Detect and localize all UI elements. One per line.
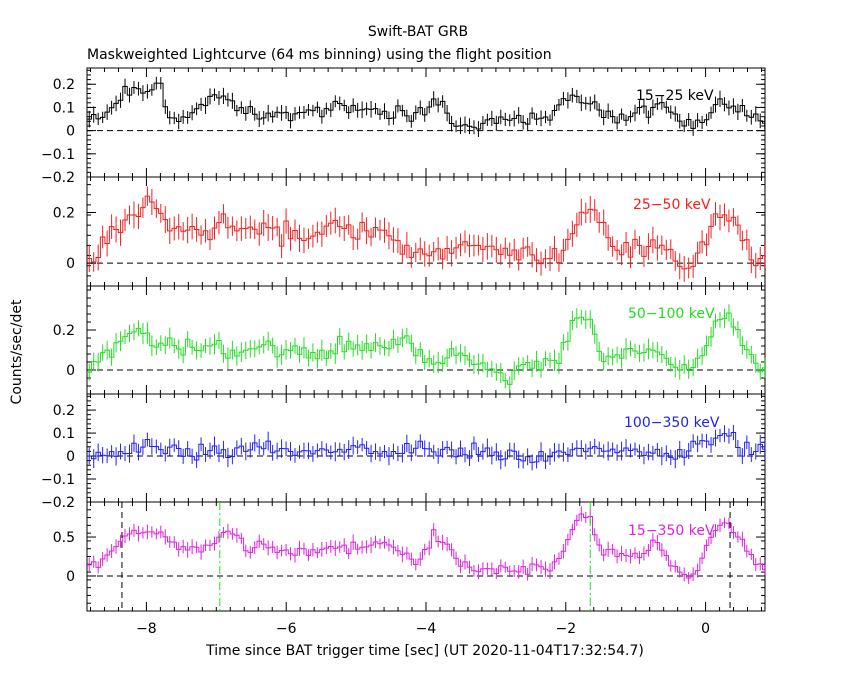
y-tick-label: 0.2 [53,77,75,93]
lightcurve-trace [87,195,765,270]
y-tick-label: 0 [66,124,75,140]
y-tick-label: 0.1 [53,426,75,442]
x-tick-label: −6 [276,621,297,637]
y-tick-label: 0 [66,449,75,465]
y-tick-label: 0 [66,363,75,379]
panel-3: 0.2 0 50−100 keV [53,285,766,395]
panel-2: 0.2 0 25−50 keV [53,176,766,287]
panel-frame [86,285,766,395]
y-tick-label: 0.5 [53,530,75,546]
y-tick-label: 0 [66,256,75,272]
y-tick-label: 0.2 [53,205,75,221]
panel-frame [86,67,766,178]
band-label: 50−100 keV [628,306,715,322]
x-tick-label: 0 [701,621,710,637]
panel-frame [86,176,766,287]
x-tick-label: −4 [416,621,437,637]
x-axis-label: Time since BAT trigger time [sec] (UT 20… [205,643,644,659]
y-tick-label: 0.2 [53,323,75,339]
x-tick-label: −2 [555,621,576,637]
error-bars [88,424,766,471]
band-label: 100−350 keV [624,415,720,431]
y-tick-label: −0.2 [41,170,75,186]
y-tick-label: 0.2 [53,403,75,419]
panel-5: 0.5 0 15−350 keV −8 −6 −4 −2 0 [53,501,766,637]
lightcurve-trace [87,312,765,385]
chart-subtitle: Maskweighted Lightcurve (64 ms binning) … [87,47,552,63]
y-tick-label: −0.1 [41,472,75,488]
error-bars [88,506,766,584]
lightcurve-trace [87,82,765,130]
y-axis-label: Counts/sec/det [9,299,25,404]
panel-frame [86,393,766,503]
y-tick-label: 0.1 [53,100,75,116]
chart-title: Swift-BAT GRB [368,24,468,40]
band-label: 15−25 keV [636,88,714,104]
panel-1: 0.2 0.1 0 −0.1 −0.2 15−25 keV [41,67,766,186]
y-tick-label: −0.2 [41,495,75,511]
y-tick-label: −0.1 [41,147,75,163]
x-tick-label: −8 [136,621,157,637]
lightcurve-trace [87,513,765,579]
y-tick-label: 0 [66,569,75,585]
band-label: 15−350 keV [628,523,715,539]
panel-4: 0.2 0.1 0 −0.1 −0.2 100−350 keV [41,393,766,511]
band-label: 25−50 keV [633,197,711,213]
panel-frame [86,501,766,612]
lightcurve-trace [87,432,765,463]
